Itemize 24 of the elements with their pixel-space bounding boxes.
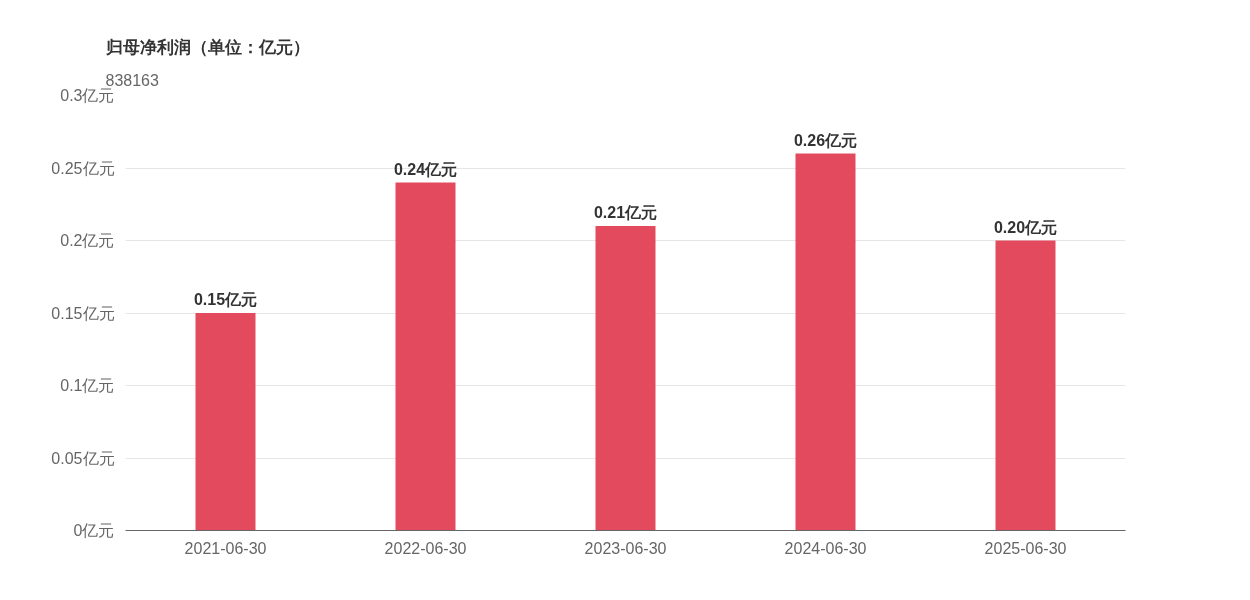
y-tick-label: 0.05亿元	[51, 449, 115, 467]
bar	[395, 182, 456, 531]
y-tick-label: 0.1亿元	[60, 377, 115, 394]
data-label: 0.20亿元	[993, 218, 1058, 236]
x-tick-label: 2023-06-30	[584, 539, 667, 557]
bar	[195, 313, 256, 531]
y-tick-label: 0.3亿元	[60, 87, 115, 104]
data-label: 0.26亿元	[793, 131, 858, 149]
x-tick-label: 2024-06-30	[784, 539, 867, 557]
bar	[995, 240, 1056, 531]
x-tick-label: 2022-06-30	[384, 539, 467, 557]
x-tick-label: 2021-06-30	[184, 539, 267, 557]
bar	[595, 226, 656, 531]
bar	[795, 153, 856, 531]
chart-subtitle: 838163	[105, 71, 159, 89]
data-label: 0.15亿元	[193, 291, 258, 308]
x-tick-label: 2025-06-30	[984, 539, 1067, 557]
chart-title: 归母净利润（单位：亿元）	[104, 37, 310, 57]
data-label: 0.24亿元	[393, 160, 458, 178]
y-tick-label: 0.15亿元	[51, 304, 115, 322]
data-label: 0.21亿元	[593, 204, 658, 221]
y-tick-label: 0.2亿元	[60, 232, 115, 249]
y-tick-label: 0亿元	[73, 522, 115, 539]
y-tick-label: 0.25亿元	[51, 159, 115, 177]
